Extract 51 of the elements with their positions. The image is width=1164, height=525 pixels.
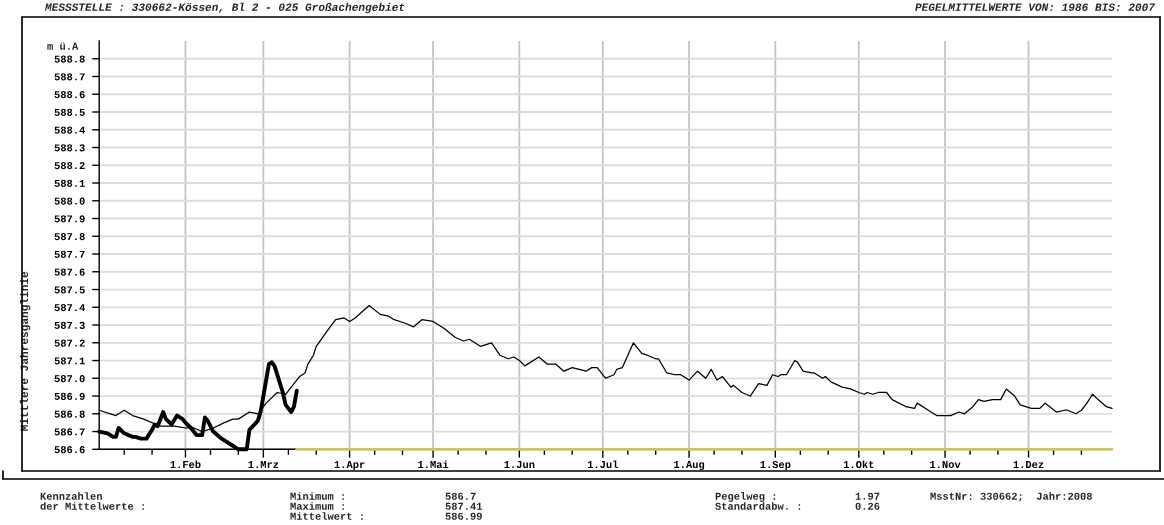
y-tick-label: 587.5 [54, 286, 85, 294]
text: 1.97 [855, 492, 880, 500]
y-tick-label: 588.3 [54, 144, 85, 152]
y-tick-label: 588.2 [54, 162, 85, 170]
text: der Mittelwerte : [40, 502, 144, 510]
y-tick-label: 588.4 [54, 126, 85, 134]
text: m ü.A [47, 42, 79, 50]
y-axis-title: Mittlere Jahresganglinie [19, 271, 31, 431]
x-tick-label: 1.Mrz [248, 461, 279, 468]
text: 0.26 [855, 502, 880, 510]
x-tick-label: 1.Okt [843, 460, 874, 469]
y-tick-label: 587.3 [54, 321, 85, 329]
x-tick-label: 1.Aug [674, 461, 705, 471]
y-tick-label: 588.1 [54, 179, 85, 187]
y-tick-label: 587.8 [54, 233, 85, 241]
y-tick-label: 587.0 [54, 375, 85, 383]
x-tick-label: 1.Feb [170, 460, 201, 469]
y-tick-label: 588.7 [54, 73, 85, 81]
x-tick-label: 1.Mai [418, 460, 449, 469]
text: Maximum : [290, 502, 344, 510]
x-tick-label: 1.Sep [760, 460, 791, 471]
y-tick-label: 587.7 [54, 250, 85, 258]
text: 586.99 [445, 512, 482, 520]
x-tick-label: 1.Jun [504, 461, 535, 469]
y-tick-label: 586.7 [54, 428, 85, 436]
text: Minimum : [290, 492, 344, 500]
text: 587.41 [445, 502, 483, 510]
y-tick-label: 586.8 [54, 410, 85, 418]
text: Mittelwert : [290, 512, 363, 520]
x-tick-label: 1.Apr [334, 461, 365, 471]
x-tick-label: 1.Dez [1013, 461, 1044, 469]
chart-subtitle: PEGELMITTELWERTE VON: 1986 BIS: 2007 [915, 3, 1156, 11]
text: Kennzahlen [40, 492, 102, 500]
x-tick-label: 1.Jul [587, 460, 619, 469]
y-tick-label: 586.6 [54, 446, 85, 454]
chart-title: MESSSTELLE : 330662-Kössen, Bl 2 - 025 Großachengebiet [44, 2, 405, 14]
y-tick-label: 586.9 [54, 392, 85, 400]
text: MsstNr: 330662; Jahr:2008 [930, 492, 1092, 502]
x-tick-label: 1.Nov [930, 461, 961, 469]
y-tick-label: 587.2 [54, 339, 85, 347]
y-tick-label: 588.0 [54, 197, 85, 205]
y-tick-label: 587.6 [54, 268, 85, 276]
text: Standardabw. : [715, 502, 801, 510]
y-tick-label: 587.4 [54, 304, 85, 312]
y-tick-label: 588.8 [54, 55, 85, 63]
y-tick-label: 588.5 [54, 108, 85, 116]
text: 586.7 [445, 492, 476, 500]
y-tick-label: 587.9 [54, 215, 85, 223]
y-tick-label: 587.1 [54, 357, 85, 365]
y-tick-label: 588.6 [54, 91, 85, 99]
text: Pegelweg : [715, 492, 776, 502]
